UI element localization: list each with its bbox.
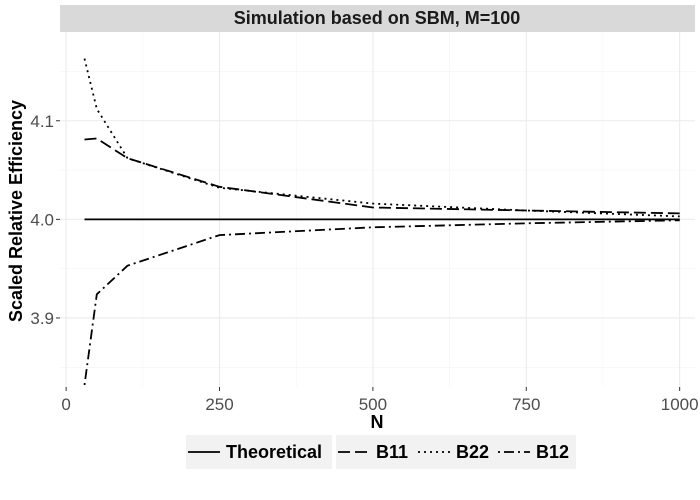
plot-panel [60, 32, 695, 387]
legend-item-b12: B12 [496, 435, 576, 469]
y-axis-title: Scaled Relative Efficiency [6, 100, 26, 322]
chart-title: Simulation based on SBM, M=100 [234, 8, 521, 28]
series-line-b12 [83, 219, 680, 386]
legend-label: B22 [456, 442, 489, 462]
x-tick-label: 500 [359, 395, 387, 414]
x-axis-title: N [371, 412, 384, 432]
legend-label: B11 [376, 442, 408, 462]
series-line-b11 [84, 137, 680, 215]
legend-key-background [416, 435, 496, 469]
y-tick-label: 4.1 [30, 112, 54, 131]
legend-label: Theoretical [226, 442, 322, 462]
legend-item-b11: B11 [336, 435, 416, 469]
legend-item-theoretical: Theoretical [186, 435, 332, 469]
y-tick-label: 3.9 [30, 309, 54, 328]
grid [60, 32, 695, 387]
legend: Theoretical B11 B22 B12 [186, 435, 576, 469]
y-axis-ticks: 3.9 4.0 4.1 [30, 112, 60, 328]
series-lines [83, 58, 680, 386]
x-tick-label: 250 [205, 395, 233, 414]
x-tick-label: 750 [512, 395, 540, 414]
x-tick-label: 0 [61, 395, 70, 414]
x-axis-ticks: 0 250 500 750 1000 [61, 387, 699, 414]
x-tick-label: 1000 [661, 395, 699, 414]
legend-label: B12 [536, 442, 569, 462]
facet-strip [60, 5, 695, 32]
legend-item-b22: B22 [416, 435, 496, 469]
y-tick-label: 4.0 [30, 210, 54, 229]
